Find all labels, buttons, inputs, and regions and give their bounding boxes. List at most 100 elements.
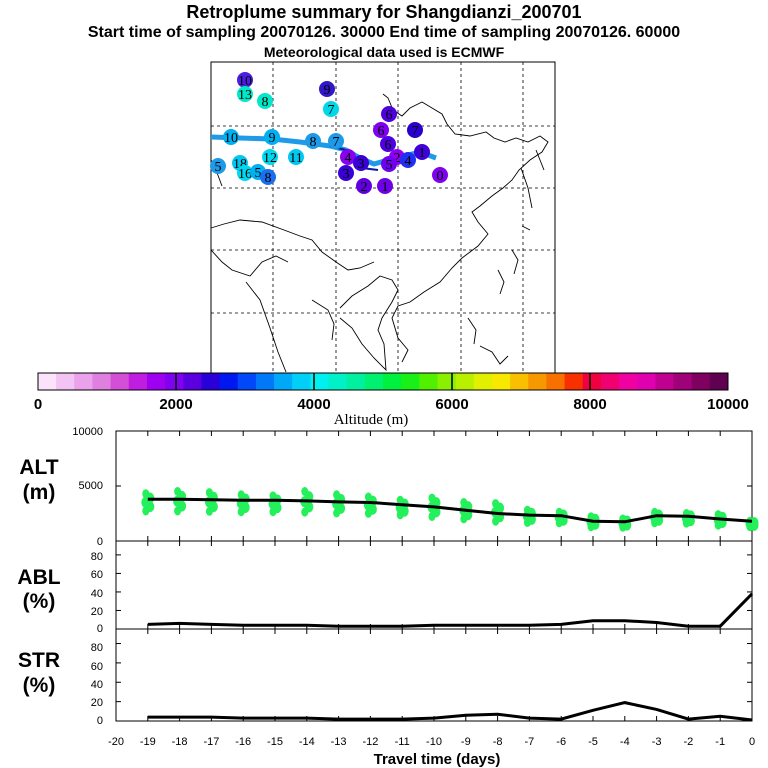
x-tick-label: -12 [362, 736, 378, 748]
alt-plume-dot [364, 492, 372, 502]
plume-label: 6 [386, 108, 393, 123]
str-label-bottom: (%) [23, 674, 56, 697]
plume-label: 10 [238, 74, 252, 89]
alt-plume-dot [428, 493, 436, 503]
x-tick-label: -8 [493, 736, 503, 748]
colorbar-tick-label: 2000 [159, 396, 192, 413]
plume-label: 1 [382, 180, 389, 195]
plume-label: 6 [378, 124, 385, 139]
colorbar-swatch [528, 373, 547, 390]
plume-dot [380, 136, 396, 152]
colorbar-tick-label: 10000 [707, 396, 749, 413]
colorbar-swatch [401, 373, 420, 390]
plume-label: 10 [224, 131, 238, 146]
colorbar-swatch [455, 373, 475, 390]
plume-dot [323, 101, 339, 117]
str-ytick-label: 20 [91, 697, 103, 709]
colorbar-swatch [183, 373, 202, 390]
abl-ytick-label: 0 [97, 623, 103, 635]
colorbar-swatch [255, 373, 275, 390]
plume-dot [340, 149, 356, 165]
plume-label: 7 [333, 135, 340, 150]
alt-plume-dot [333, 490, 341, 500]
alt-plume-dot [460, 498, 468, 507]
plume-dot [353, 155, 369, 171]
plume-label: 8 [265, 171, 272, 186]
altitude-colorbar: 0 2000 4000 6000 8000 10000 [34, 372, 749, 413]
plume-label: 4 [405, 154, 412, 169]
x-tick-label: -1 [715, 736, 725, 748]
str-series-line [147, 701, 753, 722]
str-label-top: STR [18, 649, 60, 672]
alt-ytick-label: 10000 [72, 426, 103, 438]
colorbar-swatch [310, 373, 330, 390]
x-tick-label: -18 [172, 736, 188, 748]
str-ytick-label: 0 [97, 715, 103, 727]
abl-ytick-label: 20 [91, 606, 103, 618]
colorbar-swatch [582, 373, 602, 390]
colorbar-swatch [419, 373, 438, 390]
plume-dot [414, 144, 430, 160]
alt-plume-dot [523, 505, 531, 515]
colorbar-swatch [74, 373, 93, 390]
x-tick-label: -3 [652, 736, 662, 748]
x-tick-label: -13 [331, 736, 347, 748]
plume-label: 11 [289, 151, 302, 166]
colorbar-swatch [346, 373, 366, 390]
plume-dot [319, 81, 335, 97]
colorbar-swatch [510, 373, 529, 390]
plume-dot [288, 149, 304, 165]
plume-dot [237, 165, 253, 181]
plume-dot [210, 158, 226, 174]
colorbar-swatch [292, 373, 311, 390]
sampling-times: Start time of sampling 20070126. 30000 E… [87, 24, 681, 41]
x-tick-label: -7 [525, 736, 535, 748]
alt-label-top: ALT [19, 456, 58, 479]
plume-dot [237, 86, 253, 102]
plume-dot [381, 156, 397, 172]
plume-label: 16 [238, 167, 252, 182]
colorbar-swatch [110, 373, 130, 390]
colorbar-swatch [364, 373, 384, 390]
str-ytick-label: 40 [91, 679, 103, 691]
alt-plume-dot [269, 491, 277, 501]
x-tick-label: -17 [203, 736, 219, 748]
plume-label: 7 [328, 103, 335, 118]
plume-label: 7 [412, 124, 419, 139]
plume-dot [223, 129, 239, 145]
str-ytick-label: 80 [91, 642, 103, 654]
time-series-panels: -20 -19 -18 -17 -16 -15 -14 -13 -12 -11 -10 -9 -8 -7-… [108, 430, 759, 748]
x-tick-label: -5 [588, 736, 598, 748]
colorbar-swatch [201, 373, 221, 390]
plume-label: 6 [385, 138, 392, 153]
alt-label-bottom: (m) [23, 481, 56, 504]
plume-dot [305, 133, 321, 149]
plume-label: 9 [324, 83, 331, 98]
colorbar-tick-label: 0 [34, 396, 42, 413]
plume-label: 3 [358, 157, 365, 172]
colorbar-tick-label: 8000 [573, 396, 606, 413]
colorbar-swatch [655, 373, 675, 390]
x-tick-label: -6 [556, 736, 566, 748]
abl-ytick-label: 40 [91, 588, 103, 600]
colorbar-swatch [619, 373, 638, 390]
alt-plume-dot [396, 495, 404, 505]
x-tick-label: -14 [299, 736, 315, 748]
x-tick-label: -9 [461, 736, 471, 748]
map-gridlines [211, 62, 555, 373]
plume-label: 4 [345, 151, 352, 166]
alt-plume-dot [492, 499, 500, 509]
colorbar-swatch [219, 373, 239, 390]
colorbar-swatch [128, 373, 148, 390]
x-tick-label: 0 [749, 736, 755, 748]
colorbar-swatch [38, 373, 57, 390]
colorbar-swatch [564, 373, 584, 390]
plume-dot [260, 169, 276, 185]
alt-plume-dot [301, 487, 309, 496]
plume-label: 2 [361, 180, 368, 195]
colorbar-swatch [546, 373, 566, 390]
plume-label: 1 [419, 146, 426, 161]
x-tick-label: -20 [108, 736, 124, 748]
alt-ytick-label: 5000 [79, 480, 103, 492]
